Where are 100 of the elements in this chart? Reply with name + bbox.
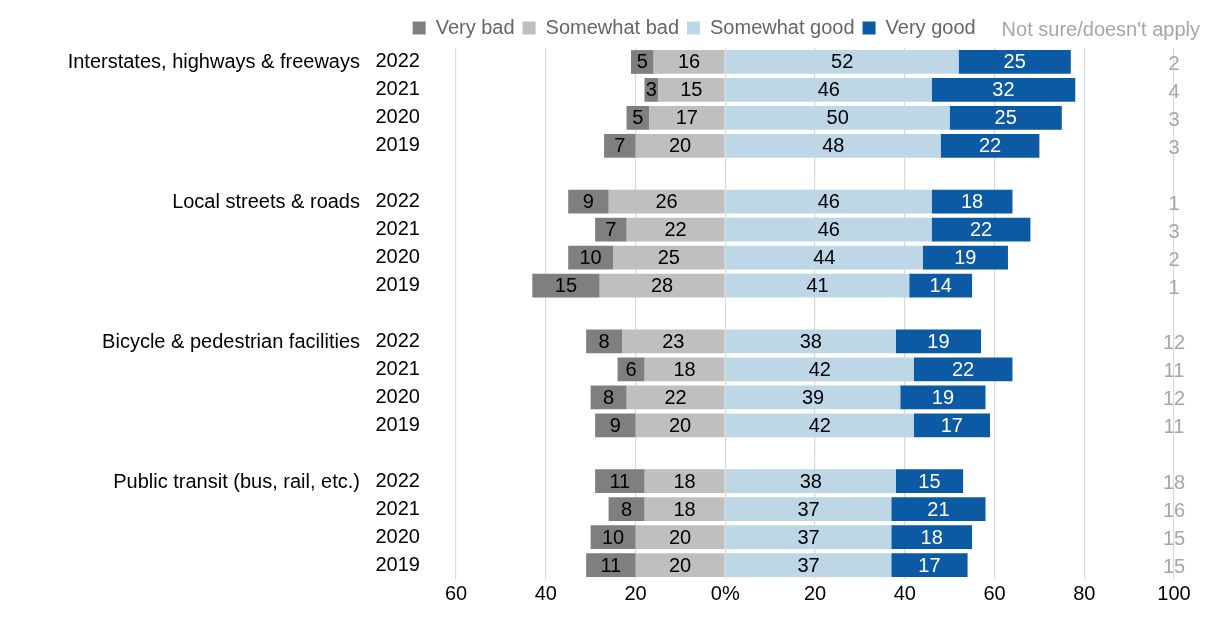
data-label: 26 (655, 190, 678, 213)
data-label: 46 (817, 78, 840, 101)
data-label: 15 (918, 469, 941, 492)
data-label: 11 (600, 553, 622, 576)
data-label: 32 (992, 78, 1015, 101)
data-label: 12 (1162, 331, 1186, 354)
y-tick-label: 2019 (375, 412, 420, 435)
y-tick-label: 2019 (375, 273, 420, 296)
data-label: 3 (1168, 219, 1180, 242)
data-label: 46 (817, 218, 840, 241)
text: Interstates, highways & freeways (67, 50, 360, 73)
y-tick-label: 2021 (375, 496, 420, 519)
data-label: 20 (668, 413, 692, 436)
x-tick-label: 60 (983, 581, 1006, 604)
data-label: 19 (954, 246, 977, 269)
data-label: 19 (927, 329, 950, 352)
data-label: 10 (579, 246, 602, 269)
data-label: 22 (969, 218, 993, 241)
text: Local streets & roads (172, 190, 360, 213)
data-label: 15 (1162, 527, 1186, 550)
y-tick-label: 2019 (375, 552, 420, 575)
text: Not sure/doesn't apply (1001, 18, 1200, 40)
data-label: 20 (668, 553, 692, 576)
data-label: 20 (668, 134, 692, 157)
legend-label: Somewhat good (710, 15, 855, 38)
y-tick-label: 2020 (375, 524, 420, 547)
data-label: 39 (801, 385, 825, 408)
data-label: 7 (605, 218, 617, 241)
data-label: 25 (994, 106, 1017, 129)
data-label: 48 (822, 134, 845, 157)
data-label: 7 (614, 134, 626, 157)
data-label: 15 (1162, 555, 1186, 578)
y-tick-label: 2022 (375, 468, 420, 491)
data-label: 3 (1168, 107, 1180, 130)
x-tick-label: 20 (803, 581, 827, 604)
data-label: 15 (680, 78, 703, 101)
data-label: 38 (799, 329, 822, 352)
data-label: 17 (918, 553, 941, 576)
data-label: 18 (673, 497, 696, 520)
data-label: 18 (960, 190, 984, 213)
y-tick-label: 2020 (375, 105, 420, 128)
text: Public transit (bus, rail, etc.) (113, 469, 360, 492)
data-label: 11 (1163, 415, 1185, 438)
data-label: 12 (1162, 387, 1186, 410)
data-label: 2 (1168, 51, 1180, 74)
data-label: 22 (664, 385, 687, 408)
data-label: 28 (651, 274, 674, 297)
data-label: 8 (598, 329, 610, 352)
y-tick-label: 2021 (375, 356, 420, 379)
data-label: 52 (831, 50, 854, 73)
data-label: 11 (1163, 359, 1185, 382)
data-label: 17 (940, 413, 963, 436)
data-label: 4 (1168, 79, 1180, 102)
data-label: 3 (645, 78, 657, 101)
x-tick-label: 40 (893, 581, 916, 604)
data-label: 25 (657, 246, 680, 269)
data-label: 21 (927, 497, 950, 520)
data-label: 5 (632, 106, 644, 129)
data-label: 37 (797, 497, 820, 520)
data-label: 41 (806, 274, 829, 297)
x-tick-label: 40 (534, 581, 557, 604)
data-label: 8 (620, 497, 633, 520)
data-label: 8 (603, 385, 615, 408)
data-label: 19 (931, 385, 955, 408)
x-tick-label: 60 (444, 581, 468, 604)
data-label: 38 (799, 469, 822, 492)
data-label: 16 (1162, 499, 1186, 522)
y-tick-label: 2021 (375, 77, 420, 100)
data-label: 1 (1168, 275, 1180, 298)
data-label: 50 (826, 106, 849, 129)
data-label: 18 (673, 469, 696, 492)
x-tick-label: 100 (1157, 581, 1191, 604)
text: Bicycle & pedestrian facilities (102, 329, 360, 352)
data-label: 18 (1162, 471, 1186, 494)
legend-label: Very good (885, 15, 976, 38)
y-tick-label: 2022 (375, 328, 420, 351)
legend-label: Very bad (435, 15, 515, 38)
data-label: 11 (609, 469, 631, 492)
data-label: 22 (951, 357, 975, 380)
y-tick-label: 2020 (375, 245, 420, 268)
y-tick-label: 2022 (375, 189, 420, 212)
data-label: 14 (929, 274, 952, 297)
data-label: 9 (582, 190, 594, 213)
y-tick-label: 2021 (375, 217, 420, 240)
data-label: 37 (797, 525, 820, 548)
data-label: 37 (797, 553, 820, 576)
data-label: 16 (677, 50, 701, 73)
data-label: 20 (668, 525, 692, 548)
data-label: 23 (662, 329, 685, 352)
data-label: 44 (813, 246, 836, 269)
legend-label: Somewhat bad (545, 15, 680, 38)
data-label: 22 (664, 218, 687, 241)
data-label: 18 (920, 525, 943, 548)
data-label: 6 (625, 357, 637, 380)
x-tick-label: 80 (1073, 581, 1096, 604)
data-label: 18 (673, 357, 696, 380)
y-tick-label: 2022 (375, 49, 420, 72)
data-label: 10 (601, 525, 625, 548)
y-tick-label: 2020 (375, 384, 420, 407)
x-tick-label: 0% (710, 581, 740, 604)
